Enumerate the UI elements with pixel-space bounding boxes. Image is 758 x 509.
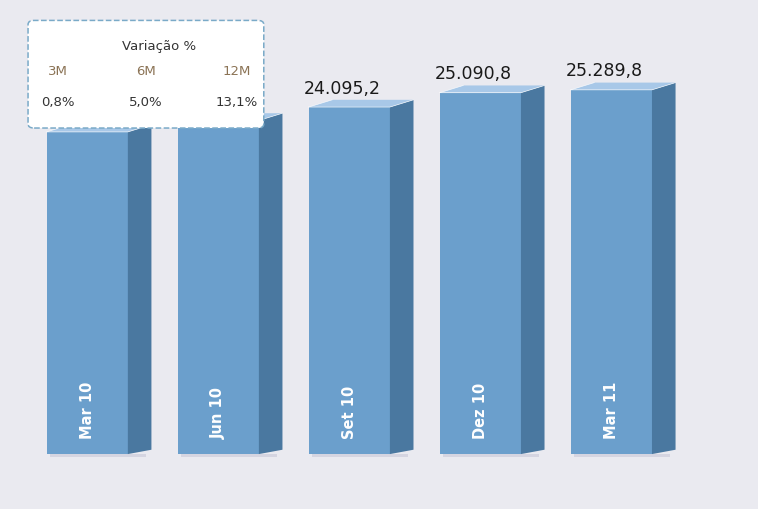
Polygon shape xyxy=(46,133,128,454)
Polygon shape xyxy=(390,101,414,454)
Polygon shape xyxy=(312,454,408,458)
Text: 23.163,7: 23.163,7 xyxy=(172,93,249,111)
Text: 3M: 3M xyxy=(49,65,68,78)
Polygon shape xyxy=(259,114,283,454)
Polygon shape xyxy=(652,83,675,454)
Polygon shape xyxy=(521,87,544,454)
Polygon shape xyxy=(571,91,652,454)
Text: Mar 10: Mar 10 xyxy=(80,381,95,438)
Text: 12M: 12M xyxy=(222,65,251,78)
Text: Mar 11: Mar 11 xyxy=(604,381,619,438)
Polygon shape xyxy=(177,114,283,121)
Text: 25.090,8: 25.090,8 xyxy=(434,65,512,83)
Polygon shape xyxy=(571,83,675,91)
Text: 0,8%: 0,8% xyxy=(42,96,75,108)
Polygon shape xyxy=(181,454,277,458)
Text: 22.368,7: 22.368,7 xyxy=(42,104,118,122)
Text: 13,1%: 13,1% xyxy=(215,96,258,108)
Text: Variação %: Variação % xyxy=(122,40,196,52)
Text: 6M: 6M xyxy=(136,65,156,78)
Polygon shape xyxy=(177,121,259,454)
Text: Jun 10: Jun 10 xyxy=(211,386,226,438)
Text: Set 10: Set 10 xyxy=(342,385,357,438)
Text: Dez 10: Dez 10 xyxy=(473,382,488,438)
Text: 24.095,2: 24.095,2 xyxy=(303,79,381,97)
Polygon shape xyxy=(575,454,669,458)
Polygon shape xyxy=(440,87,544,94)
Polygon shape xyxy=(309,101,414,108)
Text: 25.289,8: 25.289,8 xyxy=(565,62,643,80)
Polygon shape xyxy=(46,125,152,133)
Polygon shape xyxy=(443,454,539,458)
Polygon shape xyxy=(309,108,390,454)
Text: 5,0%: 5,0% xyxy=(129,96,163,108)
Polygon shape xyxy=(50,454,146,458)
Polygon shape xyxy=(440,94,521,454)
Polygon shape xyxy=(128,125,152,454)
